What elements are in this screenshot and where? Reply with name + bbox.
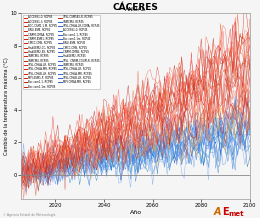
Text: E: E [222, 207, 229, 217]
Text: met: met [228, 211, 244, 217]
Text: A: A [213, 207, 221, 217]
Legend: ACCESS1-0, RCP85, ACCESS1-3, RCP85, BCC-CSM1.1.M, RCP85, BNU-ESM, RCP85, CNRM-CM: ACCESS1-0, RCP85, ACCESS1-3, RCP85, BCC-… [23, 15, 100, 89]
Text: ANUAL: ANUAL [125, 7, 146, 12]
Title: CÁCERES: CÁCERES [113, 3, 158, 12]
Text: © Agencia Estatal de Meteorología: © Agencia Estatal de Meteorología [3, 213, 55, 217]
X-axis label: Año: Año [129, 209, 142, 215]
Y-axis label: Cambio de la temperatura máxima (°C): Cambio de la temperatura máxima (°C) [3, 57, 9, 155]
